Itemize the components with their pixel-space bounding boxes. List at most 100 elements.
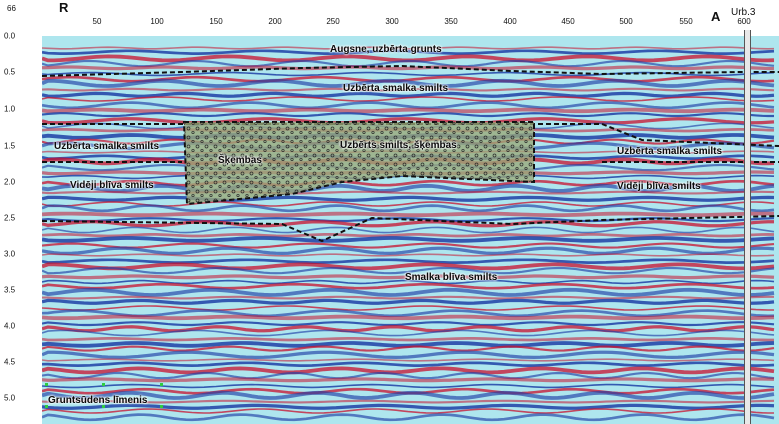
reflection-band: [42, 65, 775, 71]
label-topsoil: Augsne, uzbērta grunts: [330, 44, 442, 55]
reflection-band: [42, 295, 774, 300]
depth-tick: 5.0: [4, 393, 16, 403]
reflection-band: [42, 211, 775, 218]
reflection-band: [42, 325, 775, 333]
reflection-band: [42, 87, 775, 92]
reflection-band: [42, 371, 775, 380]
distance-tick: 250: [326, 17, 340, 26]
groundwater-markers: [45, 383, 163, 408]
reflection-band: [42, 329, 775, 337]
reflection-band: [42, 78, 775, 88]
depth-tick: 1.5: [4, 141, 16, 151]
distance-tick: 550: [679, 17, 693, 26]
distance-tick: 500: [619, 17, 633, 26]
reflection-band: [42, 107, 775, 114]
profile-end-marker: A: [711, 9, 721, 24]
reflection-band: [42, 258, 775, 264]
reflection-band: [42, 399, 775, 404]
reflection-band: [42, 279, 775, 285]
distance-tick: 100: [150, 17, 164, 26]
distance-origin-label: 66: [7, 4, 16, 13]
reflection-band: [42, 403, 775, 410]
reflection-band: [42, 49, 775, 55]
depth-tick: 1.0: [4, 104, 16, 114]
reflection-band: [42, 366, 775, 375]
reflection-band: [42, 220, 774, 228]
boundary-dense-sand: [42, 215, 779, 243]
label-rubble-small: Šķembas: [218, 155, 262, 166]
depth-tick: 4.5: [4, 357, 16, 367]
reflection-band: [42, 242, 775, 249]
depth-tick: 3.5: [4, 285, 16, 295]
reflection-band: [42, 314, 775, 321]
label-medium-sand-right: Vidēji blīva smilts: [617, 181, 701, 192]
reflection-band: [42, 195, 775, 202]
reflection-band: [42, 117, 775, 125]
label-dense-sand: Smalka blīva smilts: [405, 272, 498, 283]
reflection-band: [42, 266, 775, 275]
reflection-band: [42, 413, 775, 422]
reflection-band: [42, 309, 775, 318]
reflection-band: [42, 377, 775, 383]
depth-tick: 4.0: [4, 321, 16, 331]
depth-tick: 0.0: [4, 31, 16, 41]
reflection-band: [42, 96, 775, 102]
reflection-band: [42, 233, 775, 238]
reflection-band: [42, 298, 775, 305]
reflection-band: [42, 226, 775, 234]
reflection-band: [42, 190, 775, 195]
profile-start-marker: R: [59, 0, 69, 15]
label-groundwater: Gruntsūdens līmenis: [48, 395, 148, 406]
reflection-band: [42, 262, 775, 271]
reflection-band: [42, 183, 775, 193]
depth-tick: 2.5: [4, 213, 16, 223]
radargram-section: [42, 36, 779, 424]
depth-tick: 0.5: [4, 67, 16, 77]
label-fill-sand-left: Uzbērta smalka smilts: [54, 141, 160, 152]
borehole-marker-line: [744, 30, 751, 424]
reflection-band: [42, 287, 775, 297]
reflection-band: [42, 101, 775, 110]
reflection-band: [42, 321, 775, 327]
reflection-bands: [42, 46, 775, 422]
distance-tick: 450: [561, 17, 575, 26]
distance-tick: 150: [209, 17, 223, 26]
label-medium-sand-left: Vidēji blīva smilts: [70, 180, 154, 191]
reflection-band: [42, 350, 775, 360]
reflection-band: [42, 345, 775, 352]
distance-tick: 50: [92, 17, 102, 26]
distance-tick: 350: [444, 17, 458, 26]
reflection-band: [42, 91, 775, 98]
distance-tick: 300: [385, 17, 399, 26]
reflection-band: [42, 179, 775, 187]
depth-tick: 3.0: [4, 249, 16, 259]
reflection-band: [42, 337, 774, 342]
reflection-band: [42, 408, 774, 414]
depth-tick: 2.0: [4, 177, 16, 187]
reflection-band: [42, 383, 775, 389]
reflection-band: [42, 112, 774, 118]
reflection-band: [42, 305, 774, 311]
depth-axis: 0.0 0.5 1.0 1.5 2.0 2.5 3.0 3.5 4.0 4.5 …: [0, 32, 42, 424]
distance-tick: 600: [737, 17, 751, 26]
label-rubble-fill: Uzbērts smilts, šķembas: [340, 140, 457, 151]
reflection-band: [42, 361, 775, 367]
reflection-band: [42, 358, 775, 362]
reflection-band: [42, 274, 775, 280]
distance-tick: 400: [503, 17, 517, 26]
reflection-band: [42, 282, 775, 290]
reflection-band: [42, 236, 775, 243]
distance-tick: 200: [268, 17, 282, 26]
reflection-band: [42, 204, 775, 213]
reflection-band: [42, 390, 775, 400]
reflection-band: [42, 253, 775, 257]
reflection-band: [42, 341, 775, 348]
boundary-fill-sand: [42, 123, 779, 147]
label-fill-sand-top: Uzbērta smalka smilts: [343, 83, 449, 94]
reflection-band: [42, 46, 775, 50]
distance-axis: 66 R 50 100 150 200 250 300 350 400 450 …: [0, 0, 779, 36]
reflection-band: [42, 246, 775, 256]
label-fill-sand-right: Uzbērta smalka smilts: [617, 146, 723, 157]
reflection-band: [42, 59, 775, 68]
rubble-gravel-pattern: [184, 122, 534, 204]
